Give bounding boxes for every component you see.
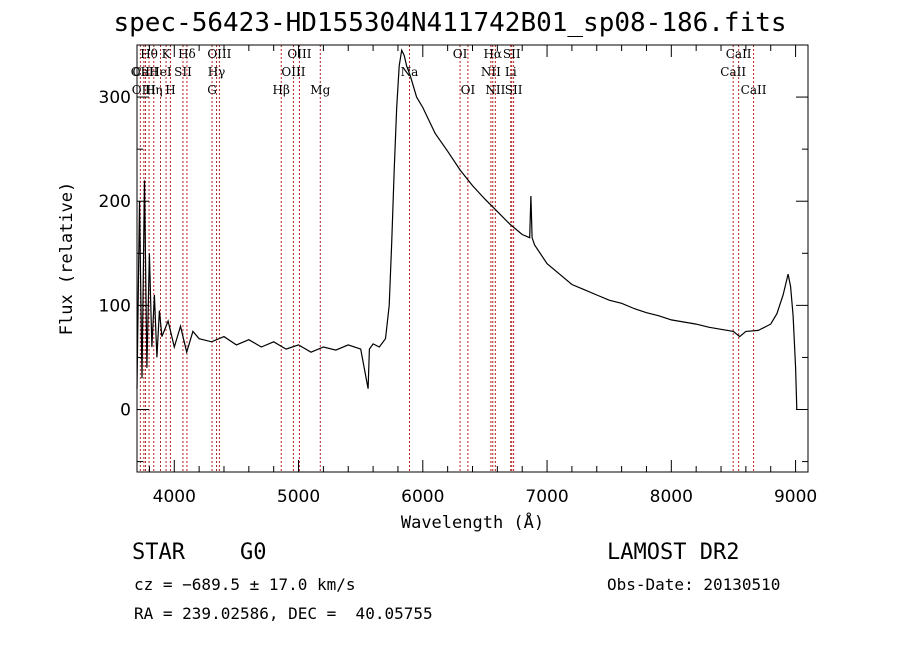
spectral-line-label: Li (505, 65, 517, 79)
spectral-line-label: K (162, 47, 172, 61)
series-layer (136, 48, 798, 410)
spectral-line-label: Hβ (273, 83, 290, 97)
x-axis-label: Wavelength (Å) (401, 511, 544, 533)
spectral-line-label: NII (485, 83, 505, 97)
spectral-line-label: Hγ (208, 65, 226, 79)
spectral-line-label: CaII (133, 65, 159, 79)
spectral-line-label: CaII (741, 83, 767, 97)
spectral-line-label: OI (453, 47, 468, 61)
y-tick-label: 200 (99, 192, 131, 212)
x-tick-label: 9000 (774, 487, 817, 507)
spectral-line-label: OIII (207, 47, 231, 61)
spectral-line-label: NII (481, 65, 501, 79)
spectral-line-label: SII (505, 83, 523, 97)
spectral-line-label: SII (174, 65, 192, 79)
spectral-line-label: CaII (726, 47, 752, 61)
spectral-line-label: Hα (483, 47, 502, 61)
spectral-line-label: CaII (720, 65, 746, 79)
survey-label: LAMOST DR2 (607, 540, 740, 565)
spectrum-line (136, 48, 798, 410)
spectral-line-label: OIII (132, 83, 156, 97)
subclass-label: G0 (240, 540, 267, 565)
emission-lines-layer (139, 45, 755, 472)
spectral-line-label: Hη (145, 83, 163, 97)
spectral-line-label: Na (401, 65, 419, 79)
spectral-line-label: Hθ (140, 47, 158, 61)
spectral-line-label: HeI (149, 65, 172, 79)
spectral-line-label: G (207, 83, 217, 97)
y-tick-label: 100 (99, 296, 131, 316)
spectral-line-label: SII (503, 47, 521, 61)
y-tick-label: 0 (120, 401, 131, 421)
x-tick-label: 5000 (277, 487, 320, 507)
spectral-line-label: OII (131, 65, 151, 79)
plot-frame (136, 44, 809, 473)
spectral-line-label: OI (461, 83, 476, 97)
spectral-line-label: OIII (287, 47, 311, 61)
cz-text: cz = −689.5 ± 17.0 km/s (134, 575, 356, 594)
obsdate-text: Obs-Date: 20130510 (607, 575, 781, 594)
x-tick-label: 6000 (401, 487, 444, 507)
x-tick-label: 4000 (153, 487, 196, 507)
radec-text: RA = 239.02586, DEC = 40.05755 (134, 604, 433, 623)
spectral-line-label: OIII (281, 65, 305, 79)
spectral-line-label: H (165, 83, 175, 97)
x-tick-label: 7000 (525, 487, 568, 507)
y-tick-label: 300 (99, 88, 131, 108)
spectral-line-label: Mg (310, 83, 330, 97)
class-label: STAR (132, 540, 185, 565)
y-axis-label: Flux (relative) (57, 182, 77, 336)
axes-layer: 4000 5000 6000 7000 8000 9000 0 100 200 300 Wavele… (57, 44, 817, 533)
x-tick-label: 8000 (650, 487, 693, 507)
spectral-line-label: Hδ (178, 47, 196, 61)
chart-title: spec-56423-HD155304N411742B01_sp08-186.f… (113, 8, 787, 38)
